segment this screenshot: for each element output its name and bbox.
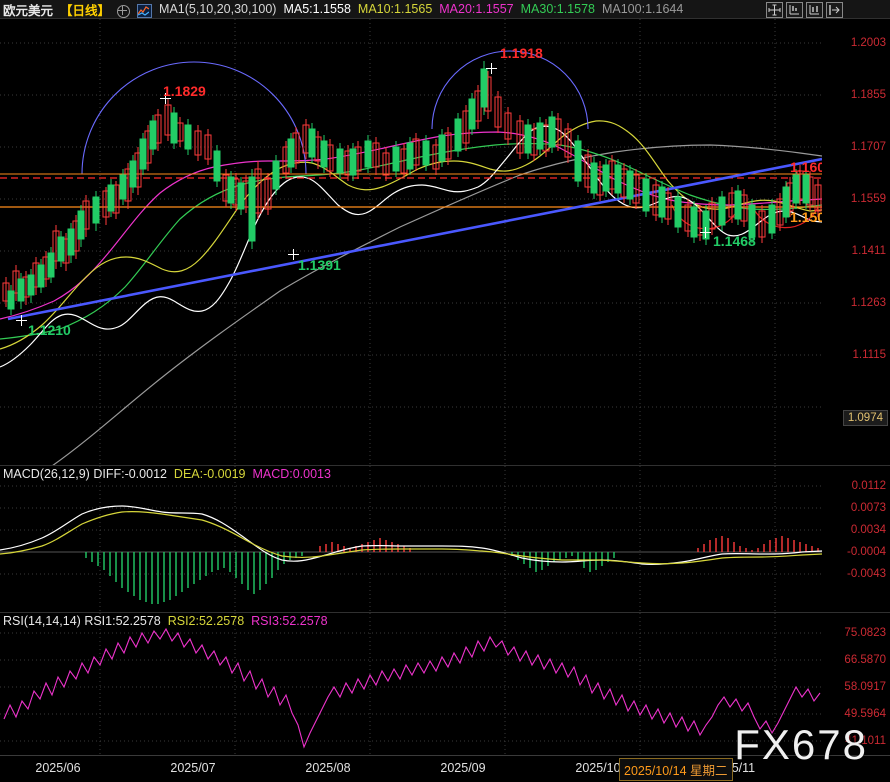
rsi1-value: RSI1:52.2578 [84,614,161,628]
rsi-header: RSI(14,14,14) RSI1:52.2578 RSI2:52.2578 … [3,614,328,628]
macd-value: MACD:0.0013 [252,467,331,481]
chart-toolbar [766,2,843,18]
price-axis[interactable]: 1.2003 1.1855 1.1707 1.1559 1.1411 1.126… [822,19,890,466]
price-tick: 1.1855 [850,89,886,101]
crosshair-circle-icon[interactable] [117,4,131,18]
price-tick: 1.1263 [850,297,886,309]
rsi-chart-svg [0,613,822,756]
date-tick: 2025/08 [305,761,351,775]
ma100-value: MA100:1.1644 [601,2,684,16]
symbol-name: 欧元美元 [3,3,54,18]
annotation-1-1210: 1.1210 [28,322,71,338]
price-tick: 1.2003 [850,37,886,49]
macd-name: MACD(26,12,9) [3,467,90,481]
crosshair-tool-icon[interactable] [766,2,783,18]
rsi2-value: RSI2:52.2578 [167,614,245,628]
annotation-1-1468: 1.1468 [713,233,756,249]
marker-high-1 [160,93,171,104]
grid-lines [0,19,822,466]
chart-header: 欧元美元 【日线】 MA1(5,10,20,30,100) MA5:1.1558… [0,0,890,18]
rsi-name: RSI(14,14,14) [3,614,81,628]
price-panel[interactable]: 1.1829 1.1918 1.1391 1.1210 1.1468 1.160… [0,18,890,466]
date-tick: 2025/10 [575,761,621,775]
price-tag-high: 1.1600 [790,159,822,175]
rsi-tick: 75.0823 [844,627,886,639]
macd-header: MACD(26,12,9) DIFF:-0.0012 DEA:-0.0019 M… [3,467,331,481]
macd-tick: 0.0112 [851,480,886,492]
macd-dea-line [0,511,822,565]
price-tick: 1.1559 [850,193,886,205]
ma-settings-label: MA1(5,10,20,30,100) [159,2,277,16]
rsi-tick: 58.0917 [844,681,886,693]
rsi-tick: 66.5870 [844,654,886,666]
date-tooltip: 2025/10/14 星期二 [619,758,733,781]
rsi-axis[interactable]: 75.0823 66.5870 58.0917 49.5964 41.1011 [822,613,890,756]
date-tick: 2025/07 [170,761,216,775]
measure-right-tool-icon[interactable] [806,2,823,18]
price-tick: 1.1411 [851,245,886,257]
price-tick-highlighted: 1.0974 [842,410,888,426]
annotation-1-1391: 1.1391 [298,257,341,273]
tooltip-weekday: 星期二 [690,764,728,778]
annotation-1-1918: 1.1918 [500,45,543,61]
date-axis[interactable]: 2025/06 2025/07 2025/08 2025/09 2025/10 … [0,755,890,782]
marker-low-3 [700,227,711,238]
macd-tick: 0.0073 [850,502,886,514]
rsi-tick: 49.5964 [844,708,886,720]
marker-low-2 [16,315,27,326]
macd-chart-svg [0,466,822,613]
tooltip-date: 2025/10/14 [624,764,687,778]
measure-left-tool-icon[interactable] [786,2,803,18]
arc-pattern-right [431,50,589,130]
period-label: 【日线】 [60,3,111,18]
date-tick: 2025/06 [35,761,81,775]
price-chart-svg [0,19,822,466]
candlestick-series [2,61,822,315]
ascending-trendline [7,157,822,321]
watermark: FX678 [734,721,868,768]
macd-tick: 0.0034 [850,524,886,536]
ma5-value: MA5:1.1558 [283,2,351,16]
macd-diff: DIFF:-0.0012 [93,467,167,481]
arc-pattern-left [81,61,307,175]
rsi-plot-area[interactable] [0,613,822,756]
marker-low-1 [288,249,299,260]
annotation-1-1829: 1.1829 [163,83,206,99]
price-plot-area[interactable]: 1.1829 1.1918 1.1391 1.1210 1.1468 1.160… [0,19,822,466]
exit-tool-icon[interactable] [826,2,843,18]
rsi3-value: RSI3:52.2578 [251,614,328,628]
macd-plot-area[interactable] [0,466,822,613]
macd-panel[interactable]: MACD(26,12,9) DIFF:-0.0012 DEA:-0.0019 M… [0,465,890,613]
macd-tick: -0.0004 [846,546,886,558]
macd-tick: -0.0043 [846,568,886,580]
rsi-tick: 41.1011 [845,735,886,747]
ma20-value: MA20:1.1557 [439,2,514,16]
marker-high-2 [486,63,497,74]
ma10-value: MA10:1.1565 [357,2,433,16]
macd-axis[interactable]: 0.0112 0.0073 0.0034 -0.0004 -0.0043 [822,466,890,613]
ma10-line [0,120,822,350]
price-tick: 1.1115 [852,349,886,361]
arc-bottom-right [751,204,819,229]
price-tick: 1.1707 [850,141,886,153]
macd-dea: DEA:-0.0019 [173,467,246,481]
mini-chart-icon[interactable] [137,4,153,18]
ma30-value: MA30:1.1578 [520,2,595,16]
ma100-line [51,144,822,466]
rsi-panel[interactable]: RSI(14,14,14) RSI1:52.2578 RSI2:52.2578 … [0,612,890,756]
rsi-line [3,627,821,749]
date-tick: 2025/09 [440,761,486,775]
